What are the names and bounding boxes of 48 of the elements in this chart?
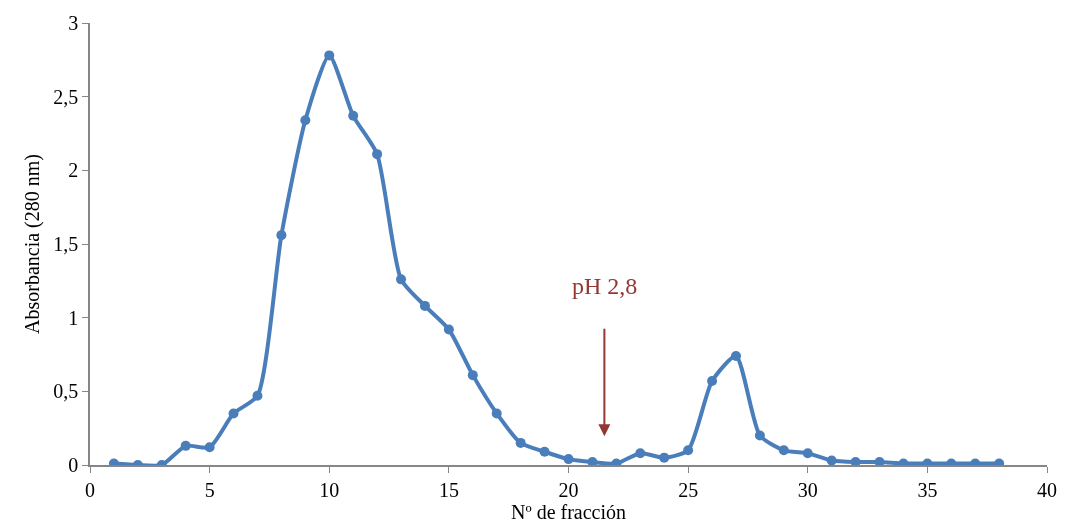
x-tick-label: 35 — [917, 478, 938, 501]
point — [659, 452, 670, 463]
point — [276, 230, 287, 241]
x-tick-label: 10 — [319, 478, 340, 501]
point — [443, 324, 454, 335]
point — [850, 457, 861, 465]
y-tick-label: 3 — [68, 12, 79, 34]
x-axis-title: Nº de fracción — [510, 500, 627, 523]
x-tick-label: 20 — [558, 478, 579, 501]
point — [324, 50, 335, 61]
x-tick-label: 15 — [438, 478, 459, 501]
y-tick-label: 0 — [68, 454, 79, 476]
point — [515, 437, 526, 448]
point — [707, 376, 718, 387]
point — [826, 455, 837, 465]
point — [635, 448, 646, 459]
point — [563, 454, 574, 465]
point — [372, 149, 383, 160]
point — [587, 457, 598, 465]
annotation: pH 2,8 — [572, 273, 638, 299]
y-tick-label: 1,5 — [53, 233, 79, 255]
point — [683, 445, 694, 456]
y-axis-title: Absorbancia (280 nm) — [21, 154, 45, 334]
y-tick-label: 0,5 — [53, 380, 79, 403]
point — [348, 110, 359, 121]
point — [419, 300, 430, 311]
x-tick-label: 25 — [678, 478, 699, 501]
point — [539, 446, 550, 457]
point — [874, 457, 885, 465]
x-tick-label: 40 — [1037, 478, 1057, 501]
point — [204, 442, 215, 453]
x-tick-label: 30 — [797, 478, 818, 501]
point — [491, 408, 502, 419]
point — [802, 448, 813, 459]
x-tick-label: 5 — [204, 478, 215, 501]
y-tick-label: 2 — [68, 159, 79, 182]
point — [730, 350, 741, 361]
point — [467, 370, 478, 381]
y-tick-label: 2,5 — [53, 85, 79, 108]
x-tick-label: 0 — [85, 478, 95, 501]
point — [754, 430, 765, 441]
point — [228, 408, 239, 419]
point — [300, 115, 311, 126]
point — [396, 274, 407, 285]
point — [252, 390, 263, 401]
point — [778, 445, 789, 456]
point — [180, 440, 191, 451]
y-tick-label: 1 — [68, 306, 79, 329]
